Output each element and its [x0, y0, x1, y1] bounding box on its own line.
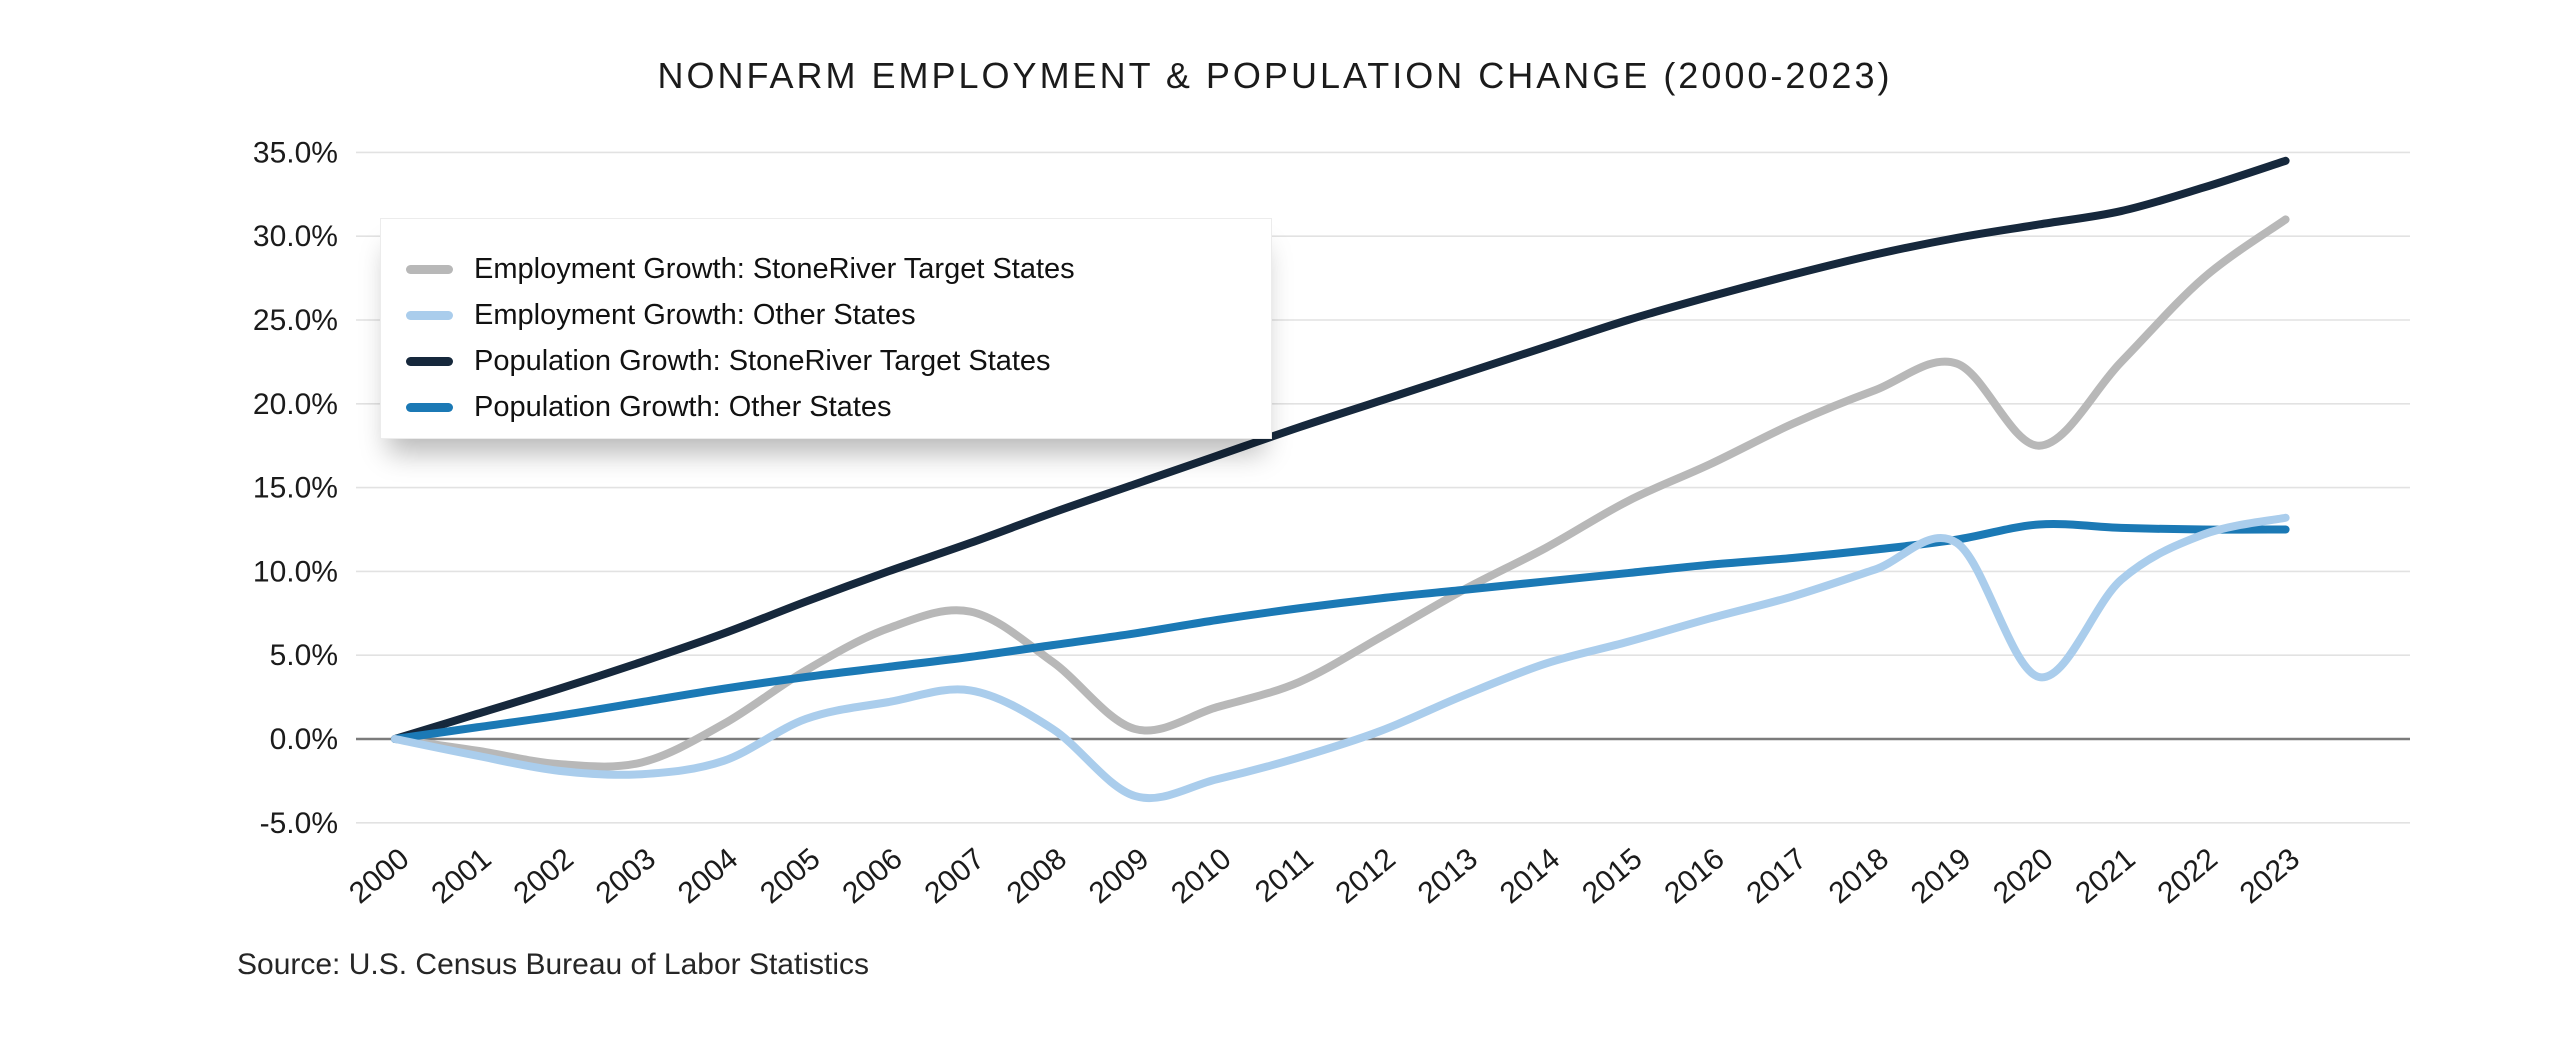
- legend-swatch: [406, 356, 453, 366]
- y-axis-tick-label: 35.0%: [253, 136, 338, 169]
- x-axis-tick-label: 2019: [1905, 842, 1977, 910]
- series-line-1: [391, 513, 2290, 803]
- y-axis-tick-label: 10.0%: [253, 555, 338, 588]
- x-axis-tick-label: 2022: [2152, 842, 2224, 910]
- y-axis-tick-label: 30.0%: [253, 220, 338, 253]
- x-axis-tick-label: 2001: [425, 842, 497, 910]
- source-note: Source: U.S. Census Bureau of Labor Stat…: [237, 948, 869, 981]
- y-axis-tick-label: 5.0%: [270, 639, 338, 672]
- y-axis-tick-label: -5.0%: [260, 807, 338, 840]
- y-axis-tick-label: 0.0%: [270, 723, 338, 756]
- legend-swatch: [406, 310, 453, 320]
- x-axis-tick-label: 2008: [1001, 842, 1073, 910]
- x-axis-tick-label: 2009: [1083, 842, 1155, 910]
- series-line-3: [391, 519, 2290, 743]
- legend-label: Population Growth: StoneRiver Target Sta…: [474, 344, 1051, 377]
- x-axis-tick-label: 2002: [508, 842, 580, 910]
- x-axis-tick-label: 2007: [919, 842, 991, 910]
- chart-title: NONFARM EMPLOYMENT & POPULATION CHANGE (…: [657, 55, 1893, 96]
- x-axis-tick-label: 2010: [1165, 842, 1237, 910]
- x-axis-tick-label: 2023: [2234, 842, 2306, 910]
- x-axis-tick-label: 2011: [1249, 842, 1320, 909]
- legend-swatch: [406, 264, 453, 274]
- x-axis-tick-label: 2013: [1412, 842, 1484, 910]
- legend-label: Employment Growth: Other States: [474, 298, 916, 331]
- legend-item: Employment Growth: StoneRiver Target Sta…: [406, 246, 1271, 292]
- legend-item: Population Growth: Other States: [406, 384, 1271, 430]
- x-axis-tick-label: 2017: [1741, 842, 1813, 910]
- series-line-2: [391, 156, 2290, 743]
- x-axis-tick-label: 2014: [1494, 842, 1566, 910]
- legend-item: Population Growth: StoneRiver Target Sta…: [406, 338, 1271, 384]
- y-axis-tick-label: 25.0%: [253, 304, 338, 337]
- legend-label: Employment Growth: StoneRiver Target Sta…: [474, 252, 1075, 285]
- x-axis-tick-label: 2005: [754, 842, 826, 910]
- x-axis-tick-label: 2003: [590, 842, 662, 910]
- legend-swatch: [406, 402, 453, 412]
- x-axis-tick-label: 2000: [343, 842, 415, 910]
- x-axis-tick-label: 2004: [672, 842, 744, 910]
- x-axis-tick-label: 2012: [1330, 842, 1402, 910]
- x-axis-tick-label: 2018: [1823, 842, 1895, 910]
- series-line-0: [391, 215, 2290, 771]
- y-axis-tick-label: 15.0%: [253, 472, 338, 505]
- x-axis-tick-label: 2020: [1987, 842, 2059, 910]
- legend-item: Employment Growth: Other States: [406, 292, 1271, 338]
- chart-legend: Employment Growth: StoneRiver Target Sta…: [380, 218, 1272, 439]
- legend-label: Population Growth: Other States: [474, 390, 892, 423]
- x-axis-tick-label: 2006: [836, 842, 908, 910]
- x-axis-tick-label: 2021: [2069, 842, 2141, 910]
- x-axis-tick-label: 2016: [1658, 842, 1730, 910]
- y-axis-tick-label: 20.0%: [253, 388, 338, 421]
- x-axis-tick-label: 2015: [1576, 842, 1648, 910]
